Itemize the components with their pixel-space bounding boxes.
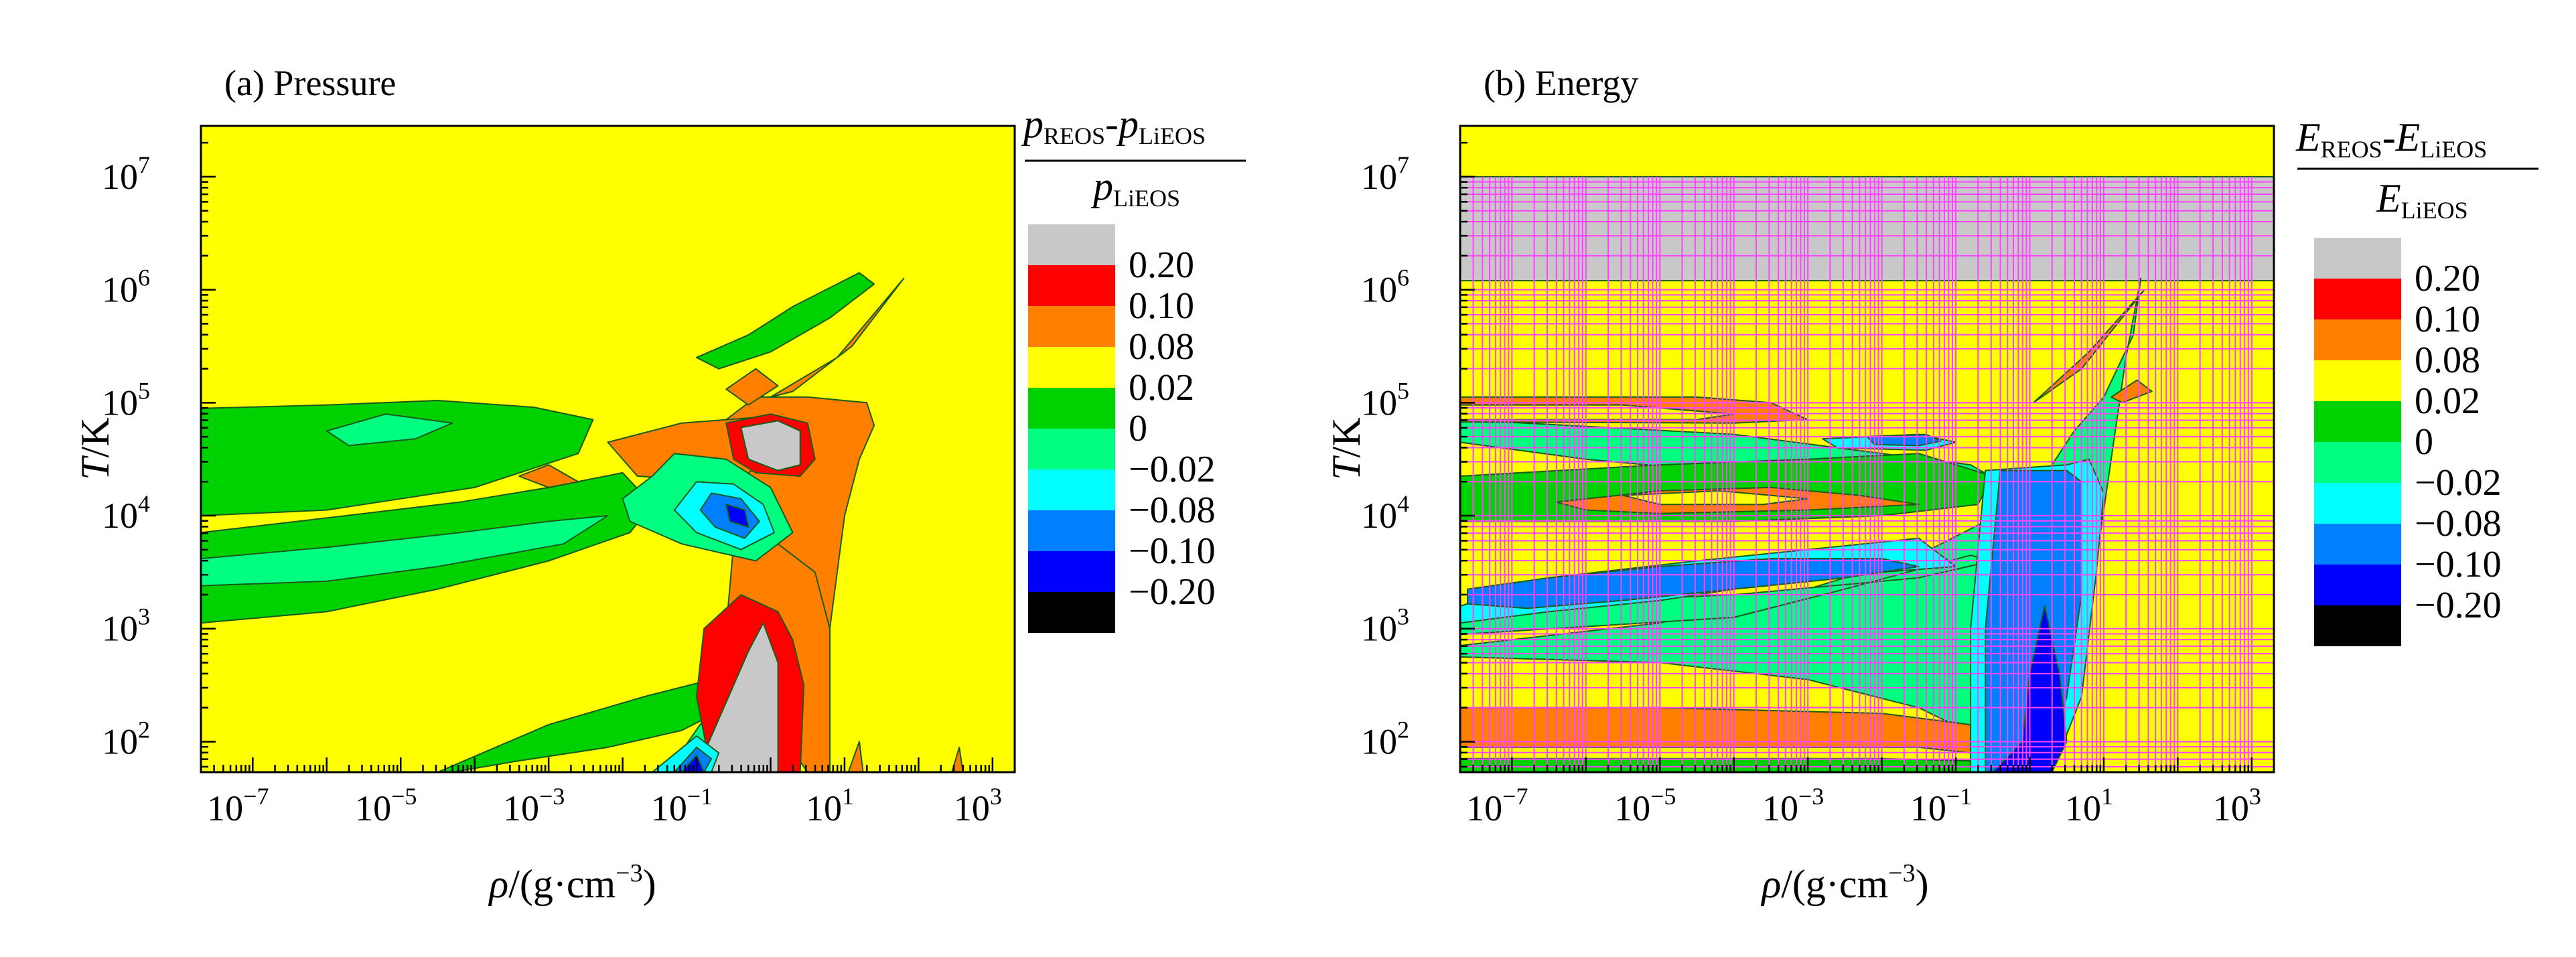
panel-b-grid-overlay [1460, 176, 2274, 772]
panel-a-colorbar: 0.200.100.080.020−0.02−0.08−0.10−0.20 [1028, 224, 1216, 633]
contour-region-a-3 [326, 413, 453, 447]
panel-b-cbar-denominator: ELiEOS [2376, 176, 2468, 224]
contour-region-a-25 [518, 464, 579, 488]
panel-a-cbar-denominator: pLiEOS [1090, 164, 1180, 212]
y-tick-label-5: 107 [1361, 151, 1409, 197]
colorbar-b-label-8: −0.20 [2415, 585, 2502, 626]
colorbar-a-swatch-1 [1028, 265, 1115, 306]
y-tick-label-2: 104 [1361, 490, 1409, 536]
contour-region-a-13 [740, 420, 801, 471]
panel-b-xlabel: ρ/(g·cm−3) [1760, 859, 1928, 906]
contour-region-a-23 [847, 741, 864, 772]
colorbar-b-swatch-9 [2314, 605, 2401, 646]
colorbar-b-swatch-7 [2314, 524, 2401, 565]
contour-region-b-0 [1460, 175, 2274, 282]
colorbar-b-label-1: 0.10 [2415, 299, 2480, 340]
colorbar-a-label-3: 0.02 [1129, 367, 1194, 409]
colorbar-b-label-3: 0.02 [2415, 380, 2480, 422]
x-tick-label-4: 101 [806, 783, 854, 828]
colorbar-a-label-5: −0.02 [1129, 449, 1216, 490]
colorbar-b-label-6: −0.08 [2415, 503, 2502, 544]
x-tick-label-4: 101 [2065, 783, 2113, 828]
panel-b-cbar-numerator: EREOS-ELiEOS [2295, 115, 2487, 163]
x-tick-label-5: 103 [2213, 783, 2261, 828]
contour-region-a-10 [770, 277, 905, 398]
x-tick-label-0: 10−7 [207, 783, 269, 828]
contour-region-a-11 [725, 368, 779, 406]
contour-region-a-19 [725, 504, 749, 528]
contour-region-a-0 [201, 400, 594, 516]
panel-b-title: (b) Energy [1484, 63, 1638, 103]
colorbar-a-label-2: 0.08 [1129, 326, 1194, 368]
panel-b-colorbar: 0.200.100.080.020−0.02−0.08−0.10−0.20 [2314, 238, 2502, 646]
panel-a-contours [201, 272, 964, 772]
colorbar-a-swatch-5 [1028, 429, 1115, 469]
panel-a: 10−7 10−5 10−3 10−1 101 103 102 103 104 105 106 107… [73, 63, 1246, 906]
y-tick-label-0: 102 [102, 716, 150, 761]
colorbar-b-label-5: −0.02 [2415, 462, 2502, 504]
panel-a-title: (a) Pressure [224, 63, 396, 103]
colorbar-b-swatch-0 [2314, 238, 2401, 279]
x-tick-label-0: 10−7 [1466, 783, 1528, 828]
y-tick-label-1: 103 [102, 603, 150, 649]
colorbar-b-label-7: −0.10 [2415, 544, 2502, 585]
colorbar-b-label-4: 0 [2415, 421, 2433, 463]
colorbar-a-swatch-9 [1028, 592, 1115, 633]
y-tick-label-4: 106 [1361, 265, 1409, 310]
colorbar-a-swatch-0 [1028, 224, 1115, 265]
colorbar-b-label-2: 0.08 [2415, 340, 2480, 381]
colorbar-b-swatch-1 [2314, 279, 2401, 319]
y-tick-label-0: 102 [1361, 716, 1409, 761]
colorbar-a-label-1: 0.10 [1129, 285, 1194, 327]
panel-a-colorbar-title: pREOS-pLiEOS pLiEOS [1021, 102, 1246, 212]
x-tick-label-2: 10−3 [503, 783, 565, 828]
colorbar-b-swatch-4 [2314, 401, 2401, 442]
x-tick-label-3: 10−1 [651, 783, 713, 828]
panel-b-ticks: 10−7 10−5 10−3 10−1 101 103 102 103 104 105 106 107 [1361, 141, 2261, 828]
x-tick-label-1: 10−5 [1614, 783, 1676, 828]
contour-region-a-22 [681, 754, 705, 772]
y-tick-label-5: 107 [102, 151, 150, 197]
panel-a-ylabel: T/K [73, 417, 117, 480]
y-tick-label-3: 105 [102, 377, 150, 423]
colorbar-b-swatch-5 [2314, 442, 2401, 483]
colorbar-a-label-7: −0.10 [1129, 530, 1216, 572]
panel-a-xlabel: ρ/(g·cm−3) [488, 859, 656, 906]
colorbar-a-label-0: 0.20 [1129, 244, 1194, 286]
panel-b-ylabel: T/K [1324, 417, 1368, 480]
y-tick-label-4: 106 [102, 265, 150, 310]
contour-region-a-2 [201, 515, 609, 587]
x-tick-label-2: 10−3 [1762, 783, 1824, 828]
colorbar-a-swatch-4 [1028, 388, 1115, 429]
contour-region-b-13 [1460, 757, 1972, 772]
panel-a-frame [200, 125, 1016, 774]
colorbar-a-swatch-2 [1028, 306, 1115, 347]
panel-b: 10−7 10−5 10−3 10−1 101 103 102 103 104 105 106 107… [1324, 63, 2538, 906]
colorbar-a-swatch-6 [1028, 469, 1115, 510]
x-tick-label-5: 103 [954, 783, 1002, 828]
colorbar-a-label-8: −0.20 [1129, 571, 1216, 613]
colorbar-b-swatch-6 [2314, 483, 2401, 524]
contour-region-b-10 [1460, 404, 1735, 421]
x-tick-label-1: 10−5 [355, 783, 417, 828]
panel-b-colorbar-title: EREOS-ELiEOS ELiEOS [2295, 115, 2538, 224]
y-tick-label-3: 105 [1361, 377, 1409, 423]
colorbar-a-label-6: −0.08 [1129, 490, 1216, 531]
colorbar-b-swatch-3 [2314, 360, 2401, 401]
colorbar-a-swatch-3 [1028, 347, 1115, 388]
contour-region-a-6 [696, 272, 875, 370]
y-tick-label-2: 104 [102, 490, 150, 536]
colorbar-a-swatch-7 [1028, 510, 1115, 551]
colorbar-b-swatch-2 [2314, 319, 2401, 360]
colorbar-a-label-4: 0 [1129, 408, 1147, 449]
x-tick-label-3: 10−1 [1910, 783, 1972, 828]
panel-b-frame [1459, 125, 2275, 774]
colorbar-a-swatch-8 [1028, 551, 1115, 592]
panel-a-cbar-numerator: pREOS-pLiEOS [1021, 102, 1206, 149]
colorbar-b-swatch-8 [2314, 565, 2401, 605]
y-tick-label-1: 103 [1361, 603, 1409, 649]
colorbar-b-label-0: 0.20 [2415, 258, 2480, 299]
panel-a-ticks: 10−7 10−5 10−3 10−1 101 103 102 103 104 105 106 107 [102, 141, 1002, 828]
contour-region-b-15 [2110, 379, 2153, 404]
